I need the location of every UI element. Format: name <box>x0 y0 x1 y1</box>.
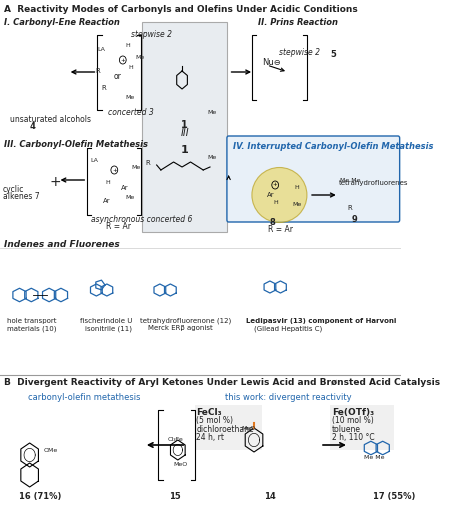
Text: (Gilead Hepatitis C): (Gilead Hepatitis C) <box>254 325 322 331</box>
Bar <box>330 405 394 450</box>
Text: 16 (71%): 16 (71%) <box>18 492 61 501</box>
Text: 24 h, rt: 24 h, rt <box>196 433 225 442</box>
Text: 2 h, 110 °C: 2 h, 110 °C <box>332 433 374 442</box>
Text: (10 mol %): (10 mol %) <box>332 416 374 425</box>
Text: Ar: Ar <box>267 192 274 198</box>
Text: H: H <box>273 200 278 205</box>
Text: Ar: Ar <box>121 185 129 191</box>
Text: Me: Me <box>125 95 135 100</box>
Text: 1: 1 <box>181 120 188 130</box>
Text: R: R <box>101 85 106 91</box>
Text: +: + <box>49 175 61 189</box>
Text: unsaturated alcohols: unsaturated alcohols <box>10 115 91 124</box>
Text: R: R <box>347 205 352 211</box>
Text: OMe: OMe <box>44 448 58 453</box>
Text: I. Carbonyl-Ene Reaction: I. Carbonyl-Ene Reaction <box>4 18 120 27</box>
Text: +: + <box>112 167 117 173</box>
Text: II. Prins Reaction: II. Prins Reaction <box>258 18 338 27</box>
Text: 4: 4 <box>30 122 36 131</box>
Text: +: + <box>120 58 125 63</box>
Text: Cl₃Fe: Cl₃Fe <box>168 437 183 442</box>
Text: or: or <box>113 72 121 81</box>
Text: dichloroethane: dichloroethane <box>196 425 254 434</box>
Text: FeCl₃: FeCl₃ <box>196 408 222 417</box>
Text: (5 mol %): (5 mol %) <box>196 416 233 425</box>
Text: MeO: MeO <box>241 426 255 431</box>
Text: fischerindole U: fischerindole U <box>81 318 133 324</box>
Text: Nu⊖: Nu⊖ <box>263 58 281 67</box>
Text: Merck ERβ agonist: Merck ERβ agonist <box>148 325 213 331</box>
Text: stepwise 2: stepwise 2 <box>131 30 172 39</box>
Text: Me Me: Me Me <box>364 455 384 460</box>
Text: A  Reactivity Modes of Carbonyls and Olefins Under Acidic Conditions: A Reactivity Modes of Carbonyls and Olef… <box>4 5 358 14</box>
Text: H: H <box>125 43 130 48</box>
Text: cyclic: cyclic <box>2 185 24 194</box>
Text: Me: Me <box>125 195 135 200</box>
FancyBboxPatch shape <box>227 136 400 222</box>
Text: R: R <box>96 68 100 74</box>
Text: MeO: MeO <box>173 462 188 467</box>
Text: 15: 15 <box>169 492 181 501</box>
Text: H: H <box>295 185 300 190</box>
Text: IV. Interrupted Carbonyl-Olefin Metathesis: IV. Interrupted Carbonyl-Olefin Metathes… <box>233 142 433 151</box>
Text: R = Ar: R = Ar <box>267 225 292 234</box>
Text: stepwise 2: stepwise 2 <box>279 48 320 57</box>
Text: this work: divergent reactivity: this work: divergent reactivity <box>225 393 351 402</box>
Text: 8: 8 <box>269 218 275 227</box>
Text: hole transport: hole transport <box>7 318 56 324</box>
Text: +: + <box>273 183 278 187</box>
Text: H: H <box>129 65 134 70</box>
Text: concerted 3: concerted 3 <box>109 108 154 117</box>
Text: Me: Me <box>208 110 217 115</box>
Text: LA: LA <box>97 47 105 52</box>
Text: 17 (55%): 17 (55%) <box>373 492 415 501</box>
Ellipse shape <box>252 167 307 222</box>
Text: B  Divergent Reactivity of Aryl Ketones Under Lewis Acid and Brønsted Acid Catal: B Divergent Reactivity of Aryl Ketones U… <box>4 378 440 387</box>
Bar <box>142 22 227 232</box>
Text: III. Carbonyl-Olefin Metathesis: III. Carbonyl-Olefin Metathesis <box>4 140 148 149</box>
Text: toluene: toluene <box>332 425 361 434</box>
Text: R: R <box>146 160 150 166</box>
Text: 14: 14 <box>264 492 276 501</box>
Text: Me: Me <box>292 202 301 207</box>
Text: isonitrile (11): isonitrile (11) <box>85 325 132 331</box>
Text: H: H <box>106 180 110 185</box>
Text: Me: Me <box>136 55 145 60</box>
Text: materials (10): materials (10) <box>7 325 56 331</box>
Text: Fe(OTf)₃: Fe(OTf)₃ <box>332 408 374 417</box>
Text: Me: Me <box>208 155 217 160</box>
Text: Me Me: Me Me <box>340 178 361 183</box>
Text: 9: 9 <box>351 215 357 224</box>
Text: R = Ar: R = Ar <box>106 222 131 231</box>
Text: asynchronous concerted 6: asynchronous concerted 6 <box>91 215 193 224</box>
Text: tetrahydrofluorenone (12): tetrahydrofluorenone (12) <box>140 318 231 325</box>
Text: Me: Me <box>131 165 140 170</box>
Text: alkenes 7: alkenes 7 <box>2 192 39 201</box>
Text: Ar: Ar <box>103 198 111 204</box>
Text: 5: 5 <box>330 50 336 59</box>
Text: III: III <box>180 128 189 138</box>
Text: tetrahydrofluorenes: tetrahydrofluorenes <box>339 180 408 186</box>
Text: Ledipasvir (13) component of Harvoni: Ledipasvir (13) component of Harvoni <box>246 318 396 324</box>
Text: carbonyl-olefin metathesis: carbonyl-olefin metathesis <box>28 393 141 402</box>
Bar <box>195 405 263 450</box>
Text: LA: LA <box>91 158 99 163</box>
Text: Indenes and Fluorenes: Indenes and Fluorenes <box>4 240 120 249</box>
Text: 1: 1 <box>181 145 189 155</box>
